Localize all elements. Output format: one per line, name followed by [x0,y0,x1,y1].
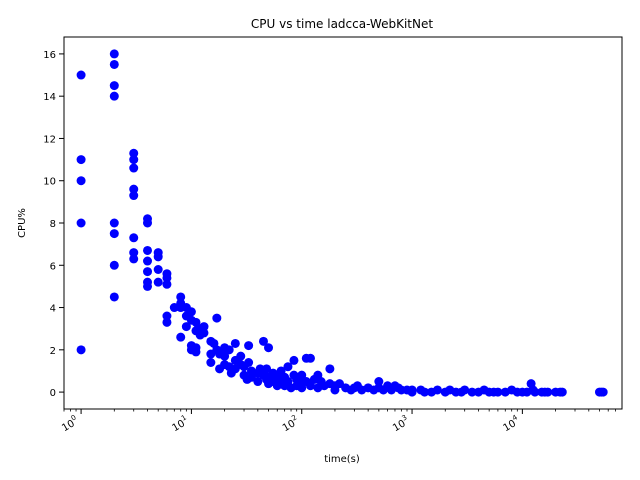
data-point [129,148,139,158]
data-point [297,370,307,380]
data-point [153,265,163,274]
data-point [143,281,153,291]
y-tick-label: 10 [43,177,56,188]
data-point [162,311,172,321]
data-point [143,256,153,266]
data-point [76,218,86,228]
data-point [258,336,268,346]
data-point [432,385,442,395]
data-point [129,248,139,258]
data-point [493,387,503,397]
data-point [176,332,186,342]
y-tick-label: 12 [43,134,56,145]
data-point [143,218,153,228]
data-point [169,303,179,313]
data-point [246,372,256,382]
data-point [153,252,163,262]
data-point [253,377,263,387]
data-point [191,347,201,357]
data-point [186,307,196,317]
x-axis-title: time(s) [324,454,360,465]
data-point [76,70,86,80]
chart-title: CPU vs time ladcca-WebKitNet [251,17,433,31]
data-point [109,292,119,302]
data-point [460,385,470,395]
y-tick-label: 2 [50,346,56,357]
points-layer [76,49,608,397]
data-point [176,292,186,302]
data-point [407,387,417,397]
data-point [244,341,254,351]
data-point [557,387,567,397]
data-point [244,358,254,367]
data-point [181,322,191,332]
data-point [325,364,335,374]
y-tick-label: 8 [50,219,56,230]
data-point [162,317,172,327]
data-point [467,387,477,397]
data-point [109,49,119,59]
y-tick-label: 16 [43,50,56,61]
data-point [305,353,315,363]
data-point [330,385,340,395]
y-tick-label: 0 [50,388,56,399]
y-axis-ticks: 0 2 4 6 8 10 12 14 16 [43,50,64,399]
data-point [129,254,139,264]
data-point [143,245,153,255]
data-point [199,322,209,332]
data-point [162,273,172,283]
data-point [129,155,139,165]
data-point [289,355,299,365]
data-point [109,91,119,101]
data-point [76,345,86,355]
data-point [143,267,153,277]
y-axis-title: CPU% [17,208,28,238]
data-point [129,184,139,194]
data-point [162,279,172,289]
data-point [212,313,222,323]
data-point [76,155,86,165]
data-point [297,383,307,393]
data-point [236,351,246,361]
data-point [420,387,430,397]
data-point [76,176,86,186]
data-point [129,163,139,173]
data-point [530,387,540,397]
data-point [598,387,608,397]
data-point [109,81,119,91]
data-point [129,191,139,201]
data-point [199,328,209,338]
data-point [224,345,234,355]
data-point [230,338,240,348]
data-point [220,351,230,361]
data-point [109,260,119,270]
y-tick-label: 14 [43,92,56,103]
data-point [374,377,384,387]
y-tick-label: 6 [50,261,56,272]
y-tick-label: 4 [50,304,56,315]
data-point [109,229,119,239]
data-point [129,233,139,243]
data-point [109,218,119,228]
data-point [283,362,293,372]
data-point [153,277,163,287]
data-point [206,358,216,367]
data-point [191,317,201,327]
plot-frame [63,36,623,410]
data-point [262,364,272,374]
data-point [543,387,553,397]
data-point [109,59,119,69]
data-point [264,343,274,353]
